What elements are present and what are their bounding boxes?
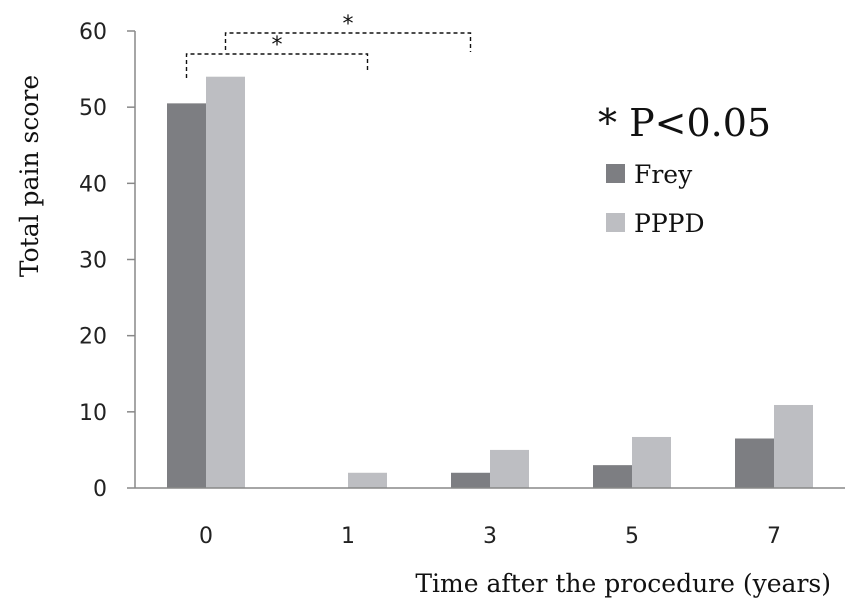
bar-pppd-0 [206, 76, 245, 488]
bar-frey-5 [593, 465, 632, 488]
legend-label-pppd: PPPD [634, 209, 705, 238]
y-axis-ticks: 0 10 20 30 40 50 60 [79, 20, 135, 502]
significance-note: * P<0.05 [598, 101, 771, 145]
bar-pppd-1 [348, 472, 387, 488]
y-axis-title: Total pain score [15, 75, 44, 277]
x-tick-label: 1 [341, 524, 355, 549]
x-axis-title: Time after the procedure (years) [415, 569, 831, 598]
x-tick-label: 7 [767, 524, 781, 549]
y-tick-label: 60 [79, 20, 107, 45]
x-tick-label: 3 [483, 524, 497, 549]
bar-pppd-7 [774, 404, 813, 488]
y-tick-label: 30 [79, 249, 107, 274]
y-tick-label: 0 [93, 477, 107, 502]
y-tick-label: 50 [79, 96, 107, 121]
y-tick-label: 20 [79, 325, 107, 350]
significance-bracket [224, 32, 472, 52]
significance-star: * [272, 33, 283, 58]
x-axis-ticks: 0 1 3 5 7 [199, 524, 781, 549]
x-tick-label: 5 [625, 524, 639, 549]
bars [167, 76, 813, 488]
legend-swatch-pppd [606, 213, 625, 232]
bar-frey-7 [735, 438, 774, 488]
x-tick-label: 0 [199, 524, 213, 549]
significance-bracket [185, 53, 369, 78]
legend-swatch-frey [606, 164, 625, 183]
bar-pppd-5 [632, 436, 671, 488]
bar-frey-0 [167, 103, 206, 488]
significance-star: * [343, 12, 354, 37]
significance-brackets: ** [185, 12, 472, 78]
bar-frey-3 [451, 472, 490, 488]
legend: Frey PPPD [606, 160, 705, 238]
bar-pppd-3 [490, 449, 529, 488]
y-tick-label: 40 [79, 172, 107, 197]
legend-label-frey: Frey [634, 160, 693, 189]
y-tick-label: 10 [79, 401, 107, 426]
